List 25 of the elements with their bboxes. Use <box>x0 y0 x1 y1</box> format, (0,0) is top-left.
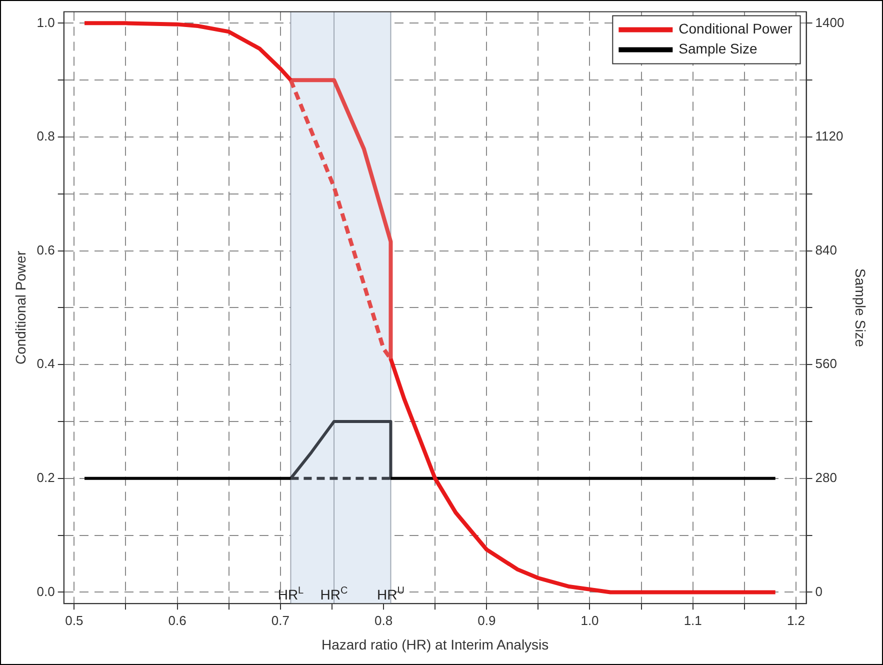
y-tick-label: 0.0 <box>36 584 55 599</box>
y2-tick-label: 0 <box>815 584 823 599</box>
x-tick-label: 1.2 <box>786 612 806 628</box>
y-tick-label: 0.2 <box>36 470 55 485</box>
x-tick-label: 0.7 <box>271 612 290 628</box>
y-tick-label: 0.8 <box>36 128 55 144</box>
x-axis-title: Hazard ratio (HR) at Interim Analysis <box>321 636 549 652</box>
y2-axis-title: Sample Size <box>852 268 869 348</box>
legend-label: Sample Size <box>678 40 758 57</box>
y-tick-label: 0.6 <box>36 242 55 258</box>
x-tick-label: 0.9 <box>478 612 496 628</box>
y-tick-label: 1.0 <box>36 14 55 30</box>
legend-label: Conditional Power <box>678 20 793 37</box>
x-tick-label: 1.1 <box>684 612 702 628</box>
y2-tick-label: 1120 <box>815 128 844 144</box>
x-tick-label: 1.0 <box>580 612 599 628</box>
y2-tick-label: 840 <box>815 242 837 258</box>
y-tick-label: 0.4 <box>36 356 55 372</box>
y2-tick-label: 560 <box>815 356 837 372</box>
y2-tick-label: 1400 <box>815 14 844 30</box>
y-axis-title: Conditional Power <box>12 250 28 365</box>
x-tick-label: 0.6 <box>168 612 186 628</box>
x-tick-label: 0.8 <box>374 612 393 628</box>
x-tick-label: 0.5 <box>65 612 84 628</box>
y2-tick-label: 280 <box>815 470 837 485</box>
